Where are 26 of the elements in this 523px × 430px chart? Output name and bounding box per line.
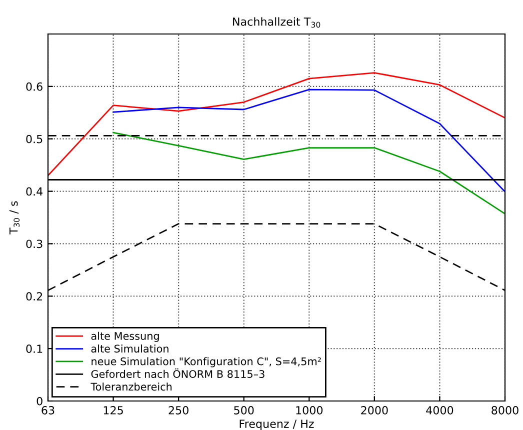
x-tick-label: 63 (42, 406, 54, 414)
y-tick-label: 0.6 (26, 82, 42, 91)
x-tick-label: 4000 (426, 406, 454, 414)
x-tick-label: 8000 (492, 406, 518, 414)
y-tick-label: 0.2 (26, 292, 42, 301)
legend-label: alte Messung (91, 332, 159, 342)
x-axis-title: Frequenz / Hz (240, 420, 314, 430)
x-tick-label: 500 (234, 406, 254, 414)
x-tick-label: 125 (104, 406, 123, 414)
line-series (112, 88, 505, 193)
legend-label: Gefordert nach ÖNORM B 8115–3 (91, 368, 264, 378)
legend-label: Toleranzbereich (90, 382, 172, 391)
legend-label: neue Simulation "Konfiguration C", S=4,5m² (92, 357, 321, 368)
y-tick-label: 0.4 (26, 187, 43, 196)
x-tick-label: 1000 (296, 406, 323, 414)
y-axis-title: T$_{30}$ / s (9, 201, 20, 234)
chart-title: Nachhallzeit T$_{30}$ (233, 17, 320, 28)
legend-label: alte Simulation (91, 344, 168, 353)
y-tick-label: 0 (36, 396, 42, 406)
y-tick-label: 0.5 (26, 134, 42, 144)
y-tick-label: 0.1 (26, 344, 42, 353)
x-tick-label: 2000 (361, 406, 388, 414)
line-series (48, 72, 505, 176)
x-tick-label: 250 (168, 406, 188, 414)
y-tick-label: 0.3 (26, 240, 42, 248)
line-series (112, 132, 505, 215)
